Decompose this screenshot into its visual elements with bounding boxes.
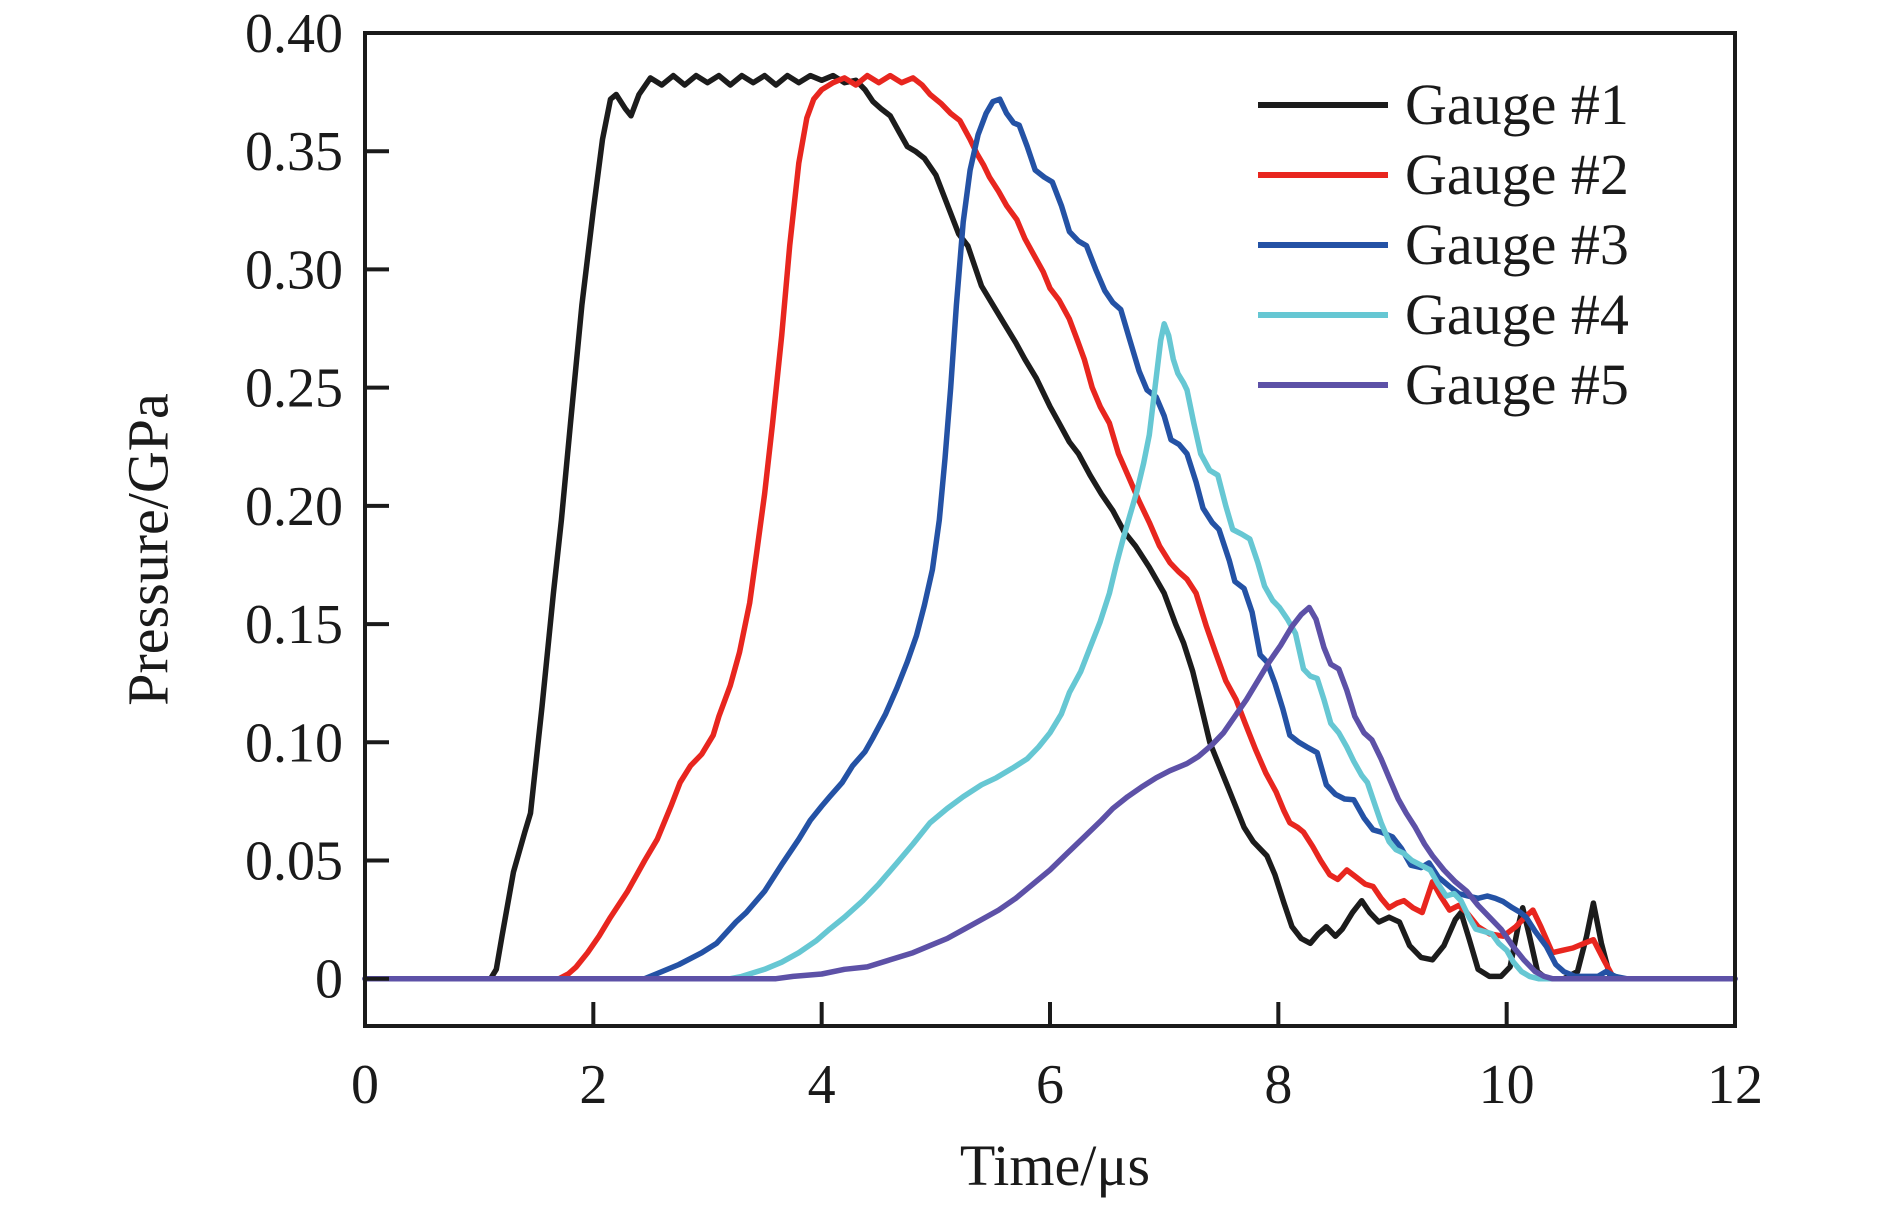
y-tick-label: 0.20 — [245, 476, 343, 538]
series-line-gauge-2 — [362, 72, 1738, 982]
legend-label: Gauge #5 — [1405, 352, 1629, 417]
legend-row-gauge-4: Gauge #4 — [1258, 280, 1629, 350]
legend-label: Gauge #4 — [1405, 282, 1629, 347]
series-line-gauge-5 — [362, 604, 1738, 982]
y-tick-label: 0.25 — [245, 358, 343, 420]
legend-line-swatch — [1258, 242, 1388, 248]
x-tick-label: 4 — [808, 1054, 836, 1116]
x-tick-label: 6 — [1036, 1054, 1064, 1116]
legend-label: Gauge #3 — [1405, 212, 1629, 277]
y-tick-label: 0.30 — [245, 239, 343, 301]
series-line-gauge-1 — [362, 72, 1738, 982]
legend-row-gauge-3: Gauge #3 — [1258, 210, 1629, 280]
y-tick-label: 0 — [315, 949, 343, 1011]
legend-label: Gauge #1 — [1405, 72, 1629, 137]
x-axis-title: Time/μs — [959, 1133, 1151, 1198]
legend-line-swatch — [1258, 102, 1388, 108]
y-tick-label: 0.05 — [245, 831, 343, 893]
legend-line-swatch — [1258, 382, 1388, 388]
y-tick-label: 0.15 — [245, 594, 343, 656]
y-tick-label: 0.40 — [245, 3, 343, 65]
legend-label: Gauge #2 — [1405, 142, 1629, 207]
legend-line-swatch — [1258, 312, 1388, 318]
x-tick-label: 10 — [1479, 1054, 1535, 1116]
y-tick-label: 0.10 — [245, 712, 343, 774]
legend-row-gauge-1: Gauge #1 — [1258, 70, 1629, 140]
x-tick-label: 8 — [1264, 1054, 1292, 1116]
series-line-gauge-3 — [362, 96, 1738, 982]
legend-row-gauge-2: Gauge #2 — [1258, 140, 1629, 210]
x-tick-label: 12 — [1707, 1054, 1763, 1116]
x-tick-label: 0 — [351, 1054, 379, 1116]
legend-row-gauge-5: Gauge #5 — [1258, 350, 1629, 420]
y-axis-title: Pressure/GPa — [115, 393, 181, 706]
y-tick-label: 0.35 — [245, 121, 343, 183]
legend: Gauge #1 Gauge #2 Gauge #3 Gauge #4 Gauge #5 — [1258, 70, 1629, 420]
legend-line-swatch — [1258, 172, 1388, 178]
x-tick-label: 2 — [579, 1054, 607, 1116]
series-line-gauge-4 — [362, 321, 1738, 982]
